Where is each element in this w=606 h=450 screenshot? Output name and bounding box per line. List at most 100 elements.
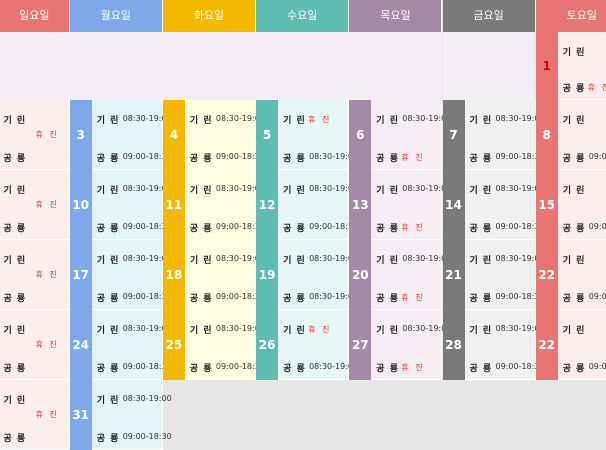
empty-cell <box>349 32 443 100</box>
hours: 09:00-18:30 <box>495 152 545 161</box>
hours: 08:30-19:00 <box>122 324 172 333</box>
date-strip: 14 <box>442 170 465 240</box>
staff-name: 공 룡 <box>469 294 493 304</box>
empty-cell <box>0 32 70 100</box>
date-strip: 31 <box>69 380 92 450</box>
staff-name: 기 린 <box>96 326 120 336</box>
staff-name: 기 린 <box>562 116 586 126</box>
hours: 09:00-18:30 <box>588 292 606 301</box>
closed-label: 휴 진 <box>587 83 606 92</box>
hours: 08:30-19:00 <box>122 254 172 263</box>
hours: 09:00-18:30 <box>122 292 172 301</box>
staff-name: 공 룡 <box>3 364 27 374</box>
empty-cell <box>442 32 536 100</box>
staff-name: 공 룡 <box>562 154 586 164</box>
hours: 08:30-19:00 <box>215 184 265 193</box>
hours: 08:30-19:00 <box>309 184 359 193</box>
staff-name: 기 린 <box>96 256 120 266</box>
staff-name: 기 린 <box>3 396 27 406</box>
hours: 08:30-19:00 <box>495 184 545 193</box>
staff-name: 기 린 <box>189 186 213 196</box>
date-strip: 21 <box>442 240 465 310</box>
staff-name: 기 린 <box>189 326 213 336</box>
staff-name: 공 룡 <box>376 154 399 164</box>
closed-label: 휴 진 <box>35 270 59 279</box>
staff-name: 공 룡 <box>189 154 213 164</box>
hours: 08:30-19:00 <box>495 114 545 123</box>
staff-name: 공 룡 <box>562 224 586 234</box>
staff-name: 기 린 <box>283 326 306 336</box>
hours: 09:00-18:30 <box>215 152 265 161</box>
day-header: 화요일 <box>162 0 257 32</box>
day-cell <box>0 310 70 380</box>
date-strip: 28 <box>442 310 465 380</box>
staff-name: 기 린 <box>562 186 586 196</box>
hours: 09:00-18:30 <box>215 222 265 231</box>
hours: 09:00-18:30 <box>588 222 606 231</box>
closed-label: 휴 진 <box>401 293 425 302</box>
staff-name: 공 룡 <box>96 224 120 234</box>
staff-name: 기 린 <box>562 326 586 336</box>
staff-name: 공 룡 <box>3 224 27 234</box>
staff-name: 공 룡 <box>189 224 213 234</box>
hours: 09:00-18:30 <box>495 362 545 371</box>
date-strip: 11 <box>162 170 185 240</box>
staff-name: 공 룡 <box>3 434 27 444</box>
staff-name: 기 린 <box>3 326 27 336</box>
date-strip: 18 <box>162 240 185 310</box>
hours: 08:30-19:00 <box>402 254 452 263</box>
staff-name: 공 룡 <box>283 224 306 234</box>
staff-name: 공 룡 <box>96 364 120 374</box>
staff-name: 공 룡 <box>376 364 399 374</box>
hours: 09:00-18:30 <box>588 152 606 161</box>
staff-name: 공 룡 <box>469 154 493 164</box>
date-strip: 27 <box>349 310 372 380</box>
hours: 08:30-19:00 <box>495 324 545 333</box>
hours: 09:00-18:30 <box>122 362 172 371</box>
staff-name: 공 룡 <box>283 294 306 304</box>
day-header: 수요일 <box>256 0 350 32</box>
closed-label: 휴 진 <box>35 130 59 139</box>
empty-cell <box>162 32 257 100</box>
staff-name: 공 룡 <box>469 364 493 374</box>
staff-name: 기 린 <box>376 326 399 336</box>
closed-label: 휴 진 <box>401 223 425 232</box>
hours: 09:00-18:30 <box>215 292 265 301</box>
date-strip: 25 <box>162 310 185 380</box>
staff-name: 기 린 <box>3 256 27 266</box>
staff-name: 공 룡 <box>283 364 306 374</box>
staff-name: 기 린 <box>469 256 493 266</box>
staff-name: 공 룡 <box>376 224 399 234</box>
empty-cell <box>69 32 163 100</box>
hours: 08:30-19:00 <box>309 292 359 301</box>
staff-name: 기 린 <box>96 396 120 406</box>
day-header: 일요일 <box>0 0 70 32</box>
hours: 09:00-18:30 <box>122 432 172 441</box>
hours: 08:30-19:00 <box>122 394 172 403</box>
hours: 08:30-19:00 <box>215 114 265 123</box>
date-strip: 26 <box>256 310 279 380</box>
staff-name: 공 룡 <box>562 364 586 374</box>
staff-name: 기 린 <box>469 116 493 126</box>
staff-name: 기 린 <box>3 116 27 126</box>
hours: 08:30-19:00 <box>402 324 452 333</box>
staff-name: 기 린 <box>376 256 399 266</box>
staff-name: 기 린 <box>376 116 399 126</box>
date-strip: 22 <box>535 240 558 310</box>
hours: 08:30-19:00 <box>495 254 545 263</box>
staff-name: 공 룡 <box>189 294 213 304</box>
hours: 08:30-19:00 <box>215 324 265 333</box>
date-strip: 8 <box>535 100 558 170</box>
staff-name: 기 린 <box>96 116 120 126</box>
staff-name: 공 룡 <box>96 294 120 304</box>
closed-label: 휴 진 <box>401 363 425 372</box>
hours: 09:00-18:30 <box>588 362 606 371</box>
date-strip: 15 <box>535 170 558 240</box>
staff-name: 공 룡 <box>283 154 306 164</box>
hours: 08:30-19:00 <box>309 254 359 263</box>
staff-name: 기 린 <box>376 186 399 196</box>
staff-name: 기 린 <box>469 326 493 336</box>
staff-name: 공 룡 <box>96 434 120 444</box>
closed-label: 휴 진 <box>308 115 332 124</box>
